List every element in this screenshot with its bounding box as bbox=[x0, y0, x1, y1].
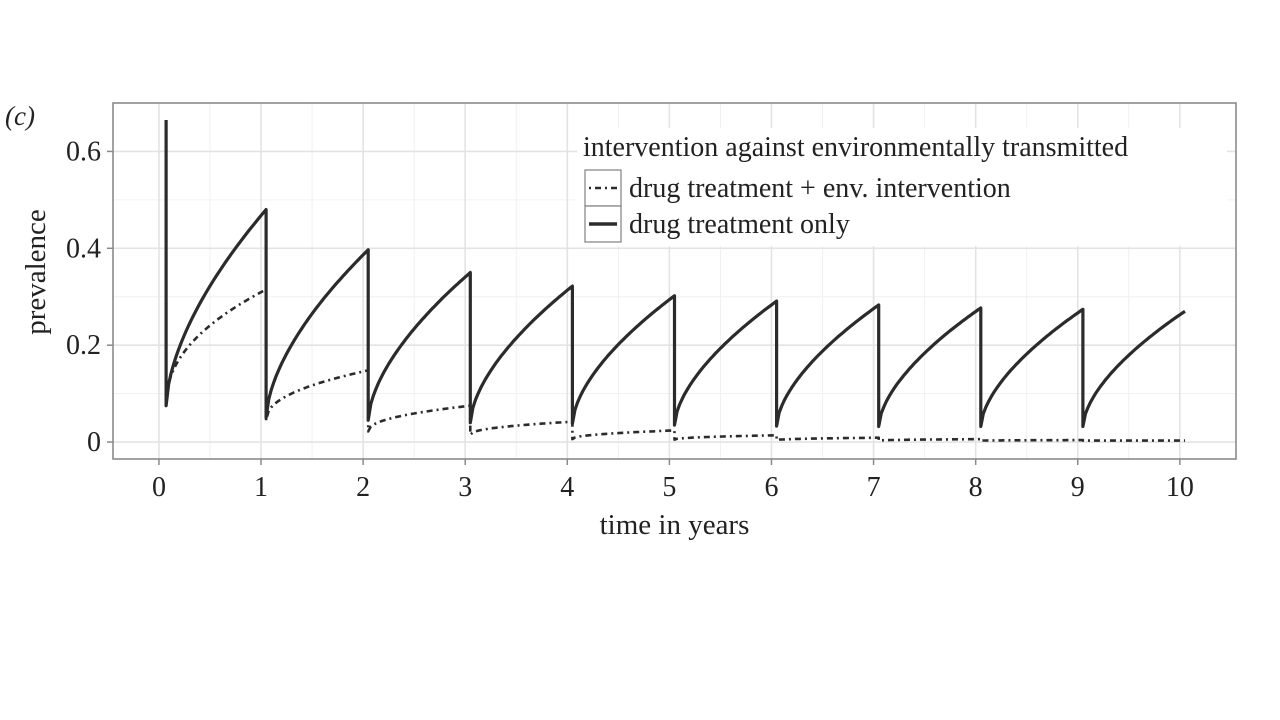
legend-label-drug-only: drug treatment only bbox=[629, 209, 850, 240]
x-tick-label: 4 bbox=[560, 472, 574, 503]
panel-label: (c) bbox=[5, 101, 35, 131]
x-tick-label: 10 bbox=[1166, 472, 1194, 503]
y-tick-label: 0.4 bbox=[66, 233, 101, 264]
x-tick-label: 8 bbox=[969, 472, 983, 503]
y-tick-label: 0.6 bbox=[66, 136, 101, 167]
x-axis-title: time in years bbox=[600, 509, 750, 541]
legend: intervention against environmentally tra… bbox=[577, 128, 1227, 246]
x-tick-label: 5 bbox=[662, 472, 676, 503]
x-tick-label: 1 bbox=[254, 472, 268, 503]
y-tick-label: 0.2 bbox=[66, 330, 101, 361]
x-tick-label: 2 bbox=[356, 472, 370, 503]
x-tick-label: 0 bbox=[152, 472, 166, 503]
plot-border bbox=[112, 102, 1237, 460]
y-axis: 0 0.2 0.4 0.6 bbox=[66, 136, 113, 458]
y-axis-title: prevalence bbox=[20, 209, 52, 335]
x-tick-label: 7 bbox=[867, 472, 881, 503]
x-tick-label: 6 bbox=[764, 472, 778, 503]
y-tick-label: 0 bbox=[87, 427, 101, 458]
series-drug-treatment-only bbox=[164, 120, 1186, 429]
legend-label-env-intervention: drug treatment + env. intervention bbox=[629, 173, 1011, 204]
legend-background bbox=[577, 128, 1227, 246]
series-layer bbox=[164, 120, 1186, 442]
legend-title: intervention against environmentally tra… bbox=[583, 132, 1128, 163]
x-axis: 0 1 2 3 4 5 6 7 8 9 10 bbox=[152, 459, 1194, 503]
x-tick-label: 9 bbox=[1071, 472, 1085, 503]
x-tick-label: 3 bbox=[458, 472, 472, 503]
